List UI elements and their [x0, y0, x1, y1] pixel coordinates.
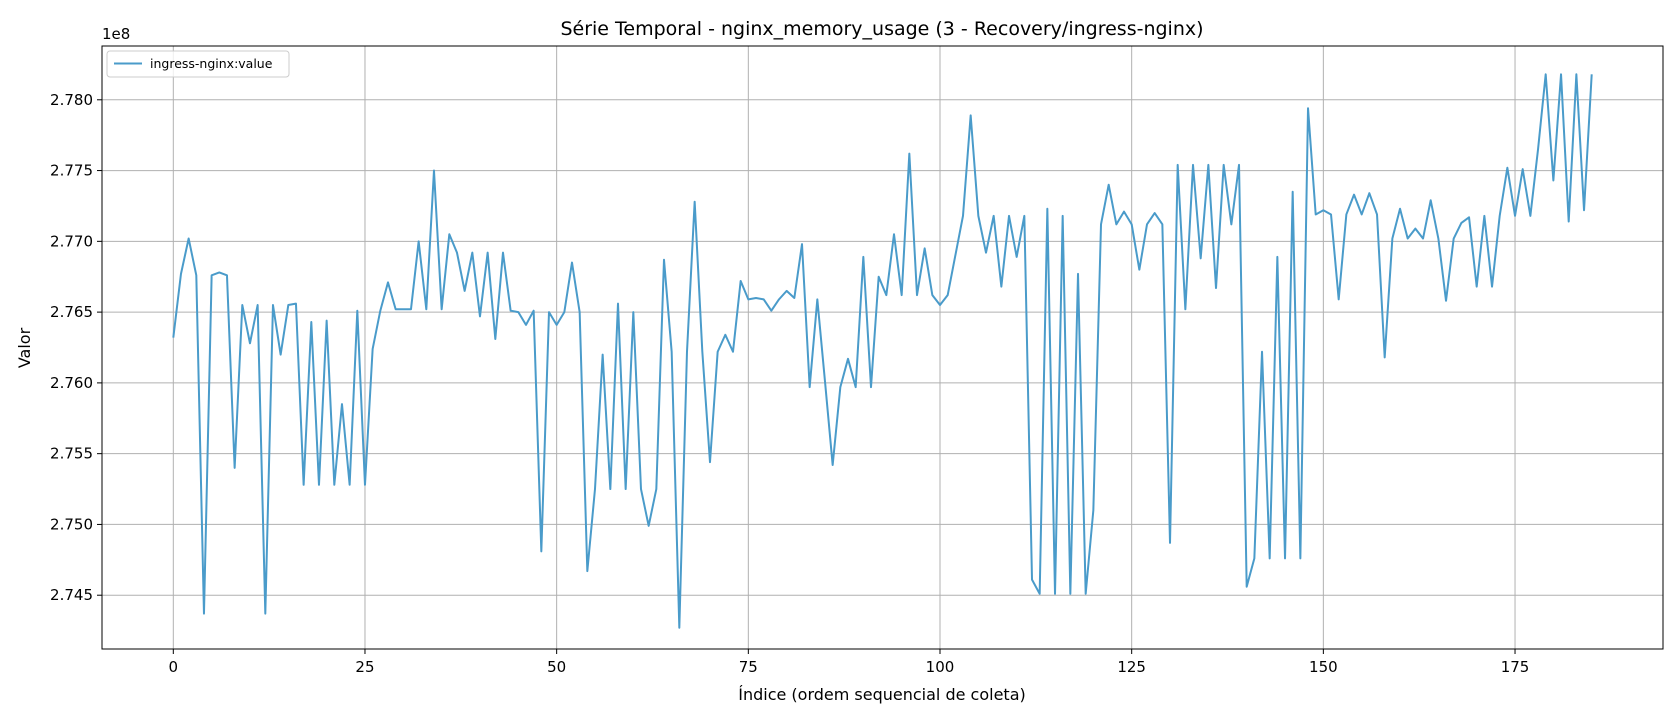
x-tick-label: 50: [547, 658, 566, 676]
y-tick-label: 2.775: [50, 162, 93, 180]
y-tick-label: 2.755: [50, 445, 93, 463]
x-axis-label: Índice (ordem sequencial de coleta): [738, 685, 1026, 704]
grid: [102, 46, 1663, 649]
y-tick-label: 2.745: [50, 586, 93, 604]
x-tick-label: 25: [355, 658, 374, 676]
legend[interactable]: ingress-nginx:value: [106, 50, 290, 78]
x-tick-label: 125: [1117, 658, 1146, 676]
y-tick-label: 2.770: [50, 232, 93, 250]
x-tick-label: 100: [926, 658, 955, 676]
x-tick-label: 175: [1501, 658, 1530, 676]
legend-label: ingress-nginx:value: [150, 56, 273, 71]
legend-box: [106, 50, 290, 78]
y-tick-label: 2.750: [50, 515, 93, 533]
y-tick-label: 2.780: [50, 91, 93, 109]
y-tick-label: 2.760: [50, 374, 93, 392]
chart-title: Série Temporal - nginx_memory_usage (3 -…: [560, 18, 1203, 40]
x-tick-label: 150: [1309, 658, 1338, 676]
plot-frame: [101, 45, 1664, 650]
x-tick-label: 0: [169, 658, 179, 676]
series-layer: [172, 73, 1593, 629]
y-axis-offset-label: 1e8: [102, 25, 130, 43]
y-axis-label: Valor: [15, 327, 34, 368]
series-line: [172, 73, 1593, 629]
y-tick-label: 2.765: [50, 303, 93, 321]
ticks: 0 25 50 75 100 125 150 175 2.745 2.750 2.755 2.760 2…: [50, 91, 1529, 676]
x-tick-label: 75: [739, 658, 758, 676]
